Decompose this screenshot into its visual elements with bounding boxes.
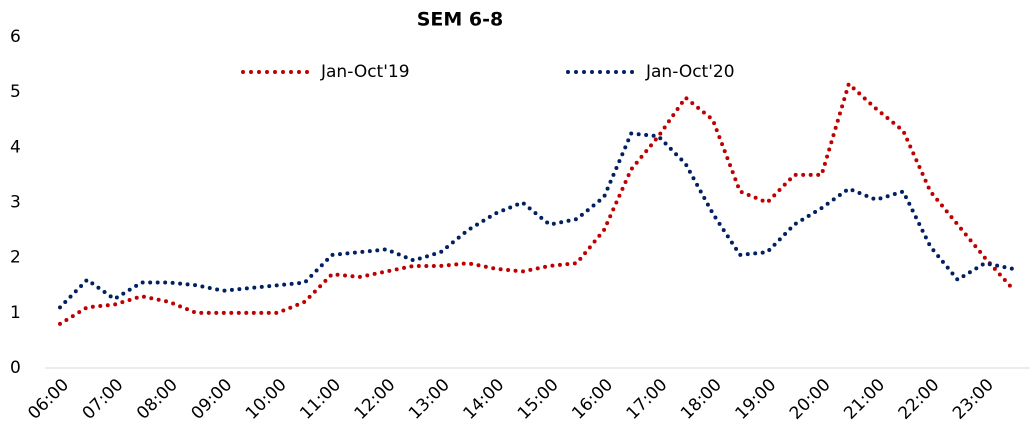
x-tick-label: 16:00: [568, 375, 617, 424]
x-tick-label: 19:00: [731, 375, 780, 424]
x-tick-label: 18:00: [677, 375, 726, 424]
x-tick-label: 20:00: [786, 375, 835, 424]
x-tick-label: 12:00: [351, 375, 400, 424]
x-tick-label: 14:00: [459, 375, 508, 424]
y-tick-label: 0: [10, 358, 21, 378]
chart-title: SEM 6-8: [417, 9, 504, 31]
x-tick-label: 13:00: [405, 375, 454, 424]
y-tick-label: 5: [10, 82, 21, 102]
x-tick-label: 17:00: [623, 375, 672, 424]
x-tick-label: 11:00: [296, 375, 345, 424]
legend-label: Jan-Oct'19: [320, 62, 410, 82]
x-tick-label: 23:00: [949, 375, 998, 424]
x-tick-label: 10:00: [242, 375, 291, 424]
y-tick-label: 1: [10, 303, 21, 323]
x-tick-label: 09:00: [187, 375, 236, 424]
line-series: [58, 131, 1014, 310]
x-tick-label: 22:00: [895, 375, 944, 424]
line-series: [58, 80, 1014, 326]
y-tick-label: 6: [10, 27, 21, 47]
y-tick-label: 3: [10, 193, 21, 213]
legend-label: Jan-Oct'20: [645, 62, 735, 82]
x-tick-label: 21:00: [840, 375, 889, 424]
x-tick-label: 07:00: [79, 375, 128, 424]
x-tick-label: 08:00: [133, 375, 182, 424]
y-tick-label: 2: [10, 248, 21, 268]
x-tick-label: 06:00: [24, 375, 73, 424]
x-tick-label: 15:00: [514, 375, 563, 424]
y-tick-label: 4: [10, 137, 21, 157]
